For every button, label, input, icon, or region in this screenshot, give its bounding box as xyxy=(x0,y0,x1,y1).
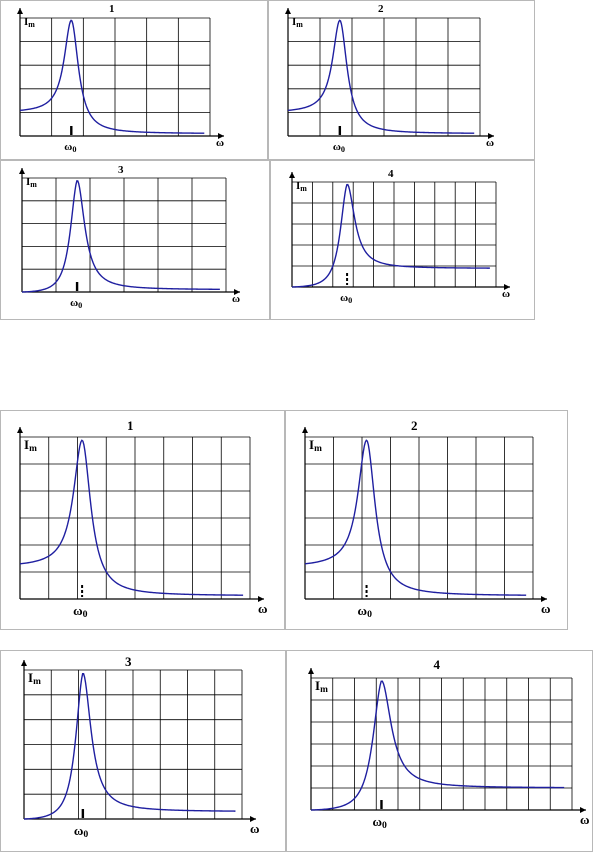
chart-panel-1: 1 Im ω ω0 xyxy=(0,0,268,160)
chart-panel-6: 2 Im ω ω0 xyxy=(285,410,568,630)
y-axis-arrow xyxy=(21,660,27,666)
chart-panel-3: 3 Im ω ω0 xyxy=(0,160,270,320)
x-axis-arrow xyxy=(488,133,494,139)
x-axis-label: ω xyxy=(258,601,268,616)
panel-frame xyxy=(285,410,568,630)
panel-frame xyxy=(0,650,286,852)
omega0-label: ω0 xyxy=(64,141,76,154)
chart-title: 3 xyxy=(118,164,124,176)
plot-grid xyxy=(23,669,243,820)
omega0-label: ω0 xyxy=(74,823,89,840)
plot-grid xyxy=(304,436,534,600)
y-axis-label: Im xyxy=(292,16,303,29)
x-axis-arrow xyxy=(218,133,224,139)
y-axis-label: Im xyxy=(26,176,37,189)
chart-title: 2 xyxy=(411,418,418,433)
resonance-curve xyxy=(287,19,475,134)
x-axis-arrow xyxy=(234,289,240,295)
y-axis-arrow xyxy=(302,427,308,433)
x-axis-arrow xyxy=(250,816,256,822)
x-axis-label: ω xyxy=(250,821,260,836)
chart-title: 2 xyxy=(378,3,384,15)
plot-grid xyxy=(19,436,251,600)
omega0-label: ω0 xyxy=(372,814,387,831)
plot-grid xyxy=(287,17,481,137)
y-axis-label: Im xyxy=(309,437,322,454)
x-axis-arrow xyxy=(258,596,264,602)
chart-panel-7: 3 Im ω ω0 xyxy=(0,650,286,852)
chart-panel-4: 4 Im ω ω0 xyxy=(270,160,535,320)
y-axis-label: Im xyxy=(24,437,37,454)
x-axis-label: ω xyxy=(216,137,224,149)
y-axis-arrow xyxy=(17,427,23,433)
panel-frame xyxy=(268,0,535,160)
chart-panel-8: 4 Im ω ω0 xyxy=(286,650,593,852)
plot-grid xyxy=(291,181,497,288)
omega0-label: ω0 xyxy=(333,141,345,154)
chart-panel-5: 1 Im ω ω0 xyxy=(0,410,285,630)
panel-frame xyxy=(0,0,268,160)
x-axis-arrow xyxy=(541,596,547,602)
chart-title: 1 xyxy=(109,3,115,15)
omega0-label: ω0 xyxy=(70,297,82,310)
chart-title: 4 xyxy=(434,657,441,672)
y-axis-arrow xyxy=(19,168,25,174)
panel-frame xyxy=(0,160,270,320)
y-axis-arrow xyxy=(17,8,23,14)
resonance-curve xyxy=(19,19,205,134)
y-axis-label: Im xyxy=(24,16,35,29)
omega0-label: ω0 xyxy=(340,292,352,305)
y-axis-arrow xyxy=(308,668,314,674)
plot-grid xyxy=(21,177,227,293)
y-axis-arrow xyxy=(285,8,291,14)
plot-grid xyxy=(310,677,573,811)
panel-frame xyxy=(0,410,285,630)
resonance-curve xyxy=(304,439,527,596)
y-axis-arrow xyxy=(289,172,295,178)
resonance-curve xyxy=(291,183,490,288)
x-axis-label: ω xyxy=(502,288,510,300)
resonance-curve xyxy=(23,673,236,820)
resonance-curve xyxy=(21,180,220,293)
x-axis-arrow xyxy=(504,284,510,290)
chart-title: 4 xyxy=(388,168,394,180)
omega0-label: ω0 xyxy=(358,603,373,620)
chart-title: 3 xyxy=(125,654,132,669)
chart-title: 1 xyxy=(127,418,134,433)
x-axis-label: ω xyxy=(541,601,551,616)
panel-frame xyxy=(270,160,535,320)
omega0-label: ω0 xyxy=(73,603,88,620)
x-axis-arrow xyxy=(580,807,586,813)
resonance-curve xyxy=(310,680,565,811)
x-axis-label: ω xyxy=(580,812,590,827)
y-axis-label: Im xyxy=(296,180,307,193)
chart-panel-2: 2 Im ω ω0 xyxy=(268,0,535,160)
x-axis-label: ω xyxy=(486,137,494,149)
x-axis-label: ω xyxy=(232,293,240,305)
resonance-curve xyxy=(19,439,244,596)
plot-grid xyxy=(19,17,211,137)
y-axis-label: Im xyxy=(28,670,41,687)
y-axis-label: Im xyxy=(315,678,328,695)
